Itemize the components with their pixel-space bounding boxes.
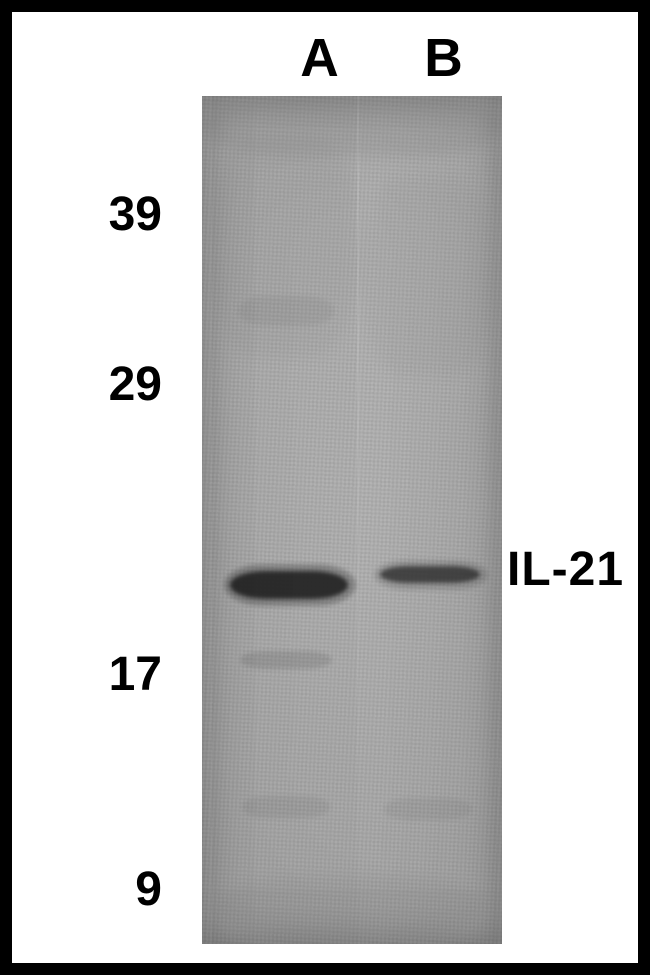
band-laneB-main-halo xyxy=(374,560,488,590)
membrane-smudge xyxy=(220,876,480,936)
mw-text: 39 xyxy=(109,188,162,241)
band-laneA-faint-low xyxy=(242,796,330,818)
western-blot-membrane xyxy=(202,96,502,944)
protein-label-text: IL-21 xyxy=(507,543,624,596)
lane-label-a-text: A xyxy=(300,29,340,88)
protein-label: IL-21 xyxy=(507,542,624,597)
lane-label-b-text: B xyxy=(424,29,464,88)
figure-frame: A B 39 29 17 9 IL-21 xyxy=(0,0,650,975)
figure-content: A B 39 29 17 9 IL-21 xyxy=(12,12,638,963)
mw-text: 17 xyxy=(109,648,162,701)
mw-text: 29 xyxy=(109,358,162,411)
band-laneA-faint-15k xyxy=(240,651,332,669)
membrane-smudge xyxy=(362,176,492,376)
mw-text: 9 xyxy=(135,863,162,916)
mw-marker-17: 17 xyxy=(42,647,162,702)
band-laneA-main-halo xyxy=(224,564,356,606)
band-laneA-smear-top xyxy=(238,296,334,326)
lane-label-b: B xyxy=(394,28,494,89)
lane-label-a: A xyxy=(270,28,370,89)
mw-marker-29: 29 xyxy=(42,357,162,412)
band-laneB-faint-low xyxy=(384,798,472,820)
mw-marker-9: 9 xyxy=(42,862,162,917)
mw-marker-39: 39 xyxy=(42,187,162,242)
